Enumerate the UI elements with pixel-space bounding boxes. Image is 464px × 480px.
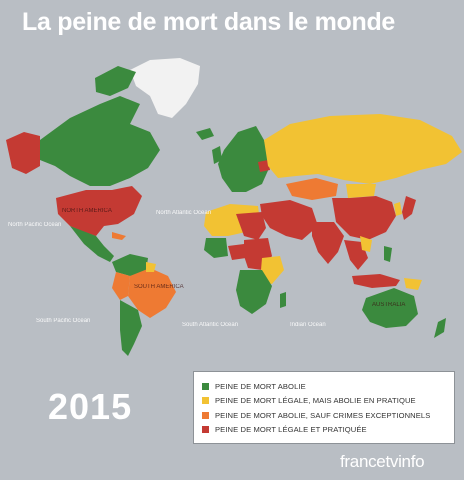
canada-region bbox=[40, 96, 160, 186]
india-region bbox=[312, 222, 344, 264]
kazakhstan-region bbox=[286, 178, 338, 200]
mongolia-region bbox=[346, 184, 376, 198]
legend-item-abolished-except-exceptional: PEINE DE MORT ABOLIE, SAUF CRIMES EXCEPT… bbox=[202, 408, 446, 423]
brazil-region bbox=[128, 268, 176, 318]
nigeria-region bbox=[228, 244, 246, 260]
middle-east-region bbox=[260, 200, 318, 240]
philippines-region bbox=[384, 246, 392, 262]
page-title: La peine de mort dans le monde bbox=[22, 8, 396, 36]
label-australia: AUSTRALIA bbox=[372, 302, 405, 308]
mexico-region bbox=[70, 226, 114, 262]
legend-item-legal-not-practiced: PEINE DE MORT LÉGALE, MAIS ABOLIE EN PRA… bbox=[202, 394, 446, 409]
label-north-atlantic: North Atlantic Ocean bbox=[156, 210, 211, 216]
belarus-region bbox=[258, 160, 270, 172]
legend-item-abolished: PEINE DE MORT ABOLIE bbox=[202, 379, 446, 394]
alaska-region bbox=[6, 132, 40, 174]
legend-label: PEINE DE MORT ABOLIE bbox=[215, 381, 306, 391]
korea-region bbox=[394, 202, 402, 216]
colombia-venezuela-region bbox=[112, 254, 148, 276]
southern-africa-region bbox=[236, 270, 272, 314]
indonesia-region bbox=[352, 274, 400, 288]
usa-region bbox=[56, 186, 142, 236]
year-label: 2015 bbox=[48, 386, 133, 427]
europe-region bbox=[218, 126, 270, 192]
map-legend: PEINE DE MORT ABOLIE PEINE DE MORT LÉGAL… bbox=[193, 371, 455, 444]
legend-swatch bbox=[202, 382, 209, 390]
legend-swatch bbox=[202, 411, 209, 419]
madagascar-region bbox=[280, 292, 286, 308]
legend-item-legal-and-practiced: PEINE DE MORT LÉGALE ET PRATIQUÉE bbox=[202, 423, 446, 438]
label-south-atlantic: South Atlantic Ocean bbox=[182, 322, 238, 328]
legend-swatch bbox=[202, 397, 209, 405]
label-south-america: SOUTH AMERICA bbox=[134, 284, 184, 290]
caribbean-region bbox=[112, 232, 126, 240]
legend-swatch bbox=[202, 426, 209, 434]
southern-cone-region bbox=[120, 300, 142, 356]
legend-label: PEINE DE MORT LÉGALE ET PRATIQUÉE bbox=[215, 425, 367, 435]
new-zealand-region bbox=[434, 318, 446, 338]
papua-region bbox=[404, 278, 422, 290]
legend-label: PEINE DE MORT ABOLIE, SAUF CRIMES EXCEPT… bbox=[215, 410, 431, 420]
laos-myanmar-region bbox=[360, 236, 372, 252]
guyana-region bbox=[146, 262, 156, 272]
australia-region bbox=[362, 288, 418, 328]
russia-region bbox=[264, 114, 462, 184]
label-north-america: NORTH AMERICA bbox=[62, 208, 112, 214]
libya-egypt-region bbox=[236, 212, 266, 240]
west-africa-region bbox=[204, 238, 228, 258]
legend-label: PEINE DE MORT LÉGALE, MAIS ABOLIE EN PRA… bbox=[215, 396, 416, 406]
brand-logo: francetvinfo bbox=[340, 452, 425, 471]
label-south-pacific: South Pacific Ocean bbox=[36, 318, 90, 324]
japan-region bbox=[402, 196, 416, 220]
greenland-region bbox=[130, 58, 200, 118]
peru-region bbox=[112, 272, 130, 300]
china-region bbox=[332, 196, 396, 240]
arctic-islands-region bbox=[95, 66, 136, 96]
uk-region bbox=[212, 146, 222, 164]
iceland-region bbox=[196, 128, 214, 140]
label-indian-ocean: Indian Ocean bbox=[290, 322, 326, 328]
label-north-pacific: North Pacific Ocean bbox=[8, 222, 61, 228]
